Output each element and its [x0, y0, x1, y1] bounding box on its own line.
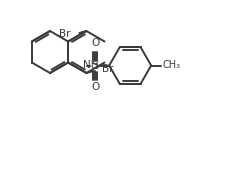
- Text: Br: Br: [59, 29, 70, 39]
- Text: CH₃: CH₃: [162, 61, 180, 70]
- Text: O: O: [91, 82, 99, 92]
- Text: S: S: [91, 59, 99, 72]
- Text: Br: Br: [102, 64, 114, 74]
- Text: O: O: [91, 39, 99, 49]
- Text: NH: NH: [83, 61, 99, 70]
